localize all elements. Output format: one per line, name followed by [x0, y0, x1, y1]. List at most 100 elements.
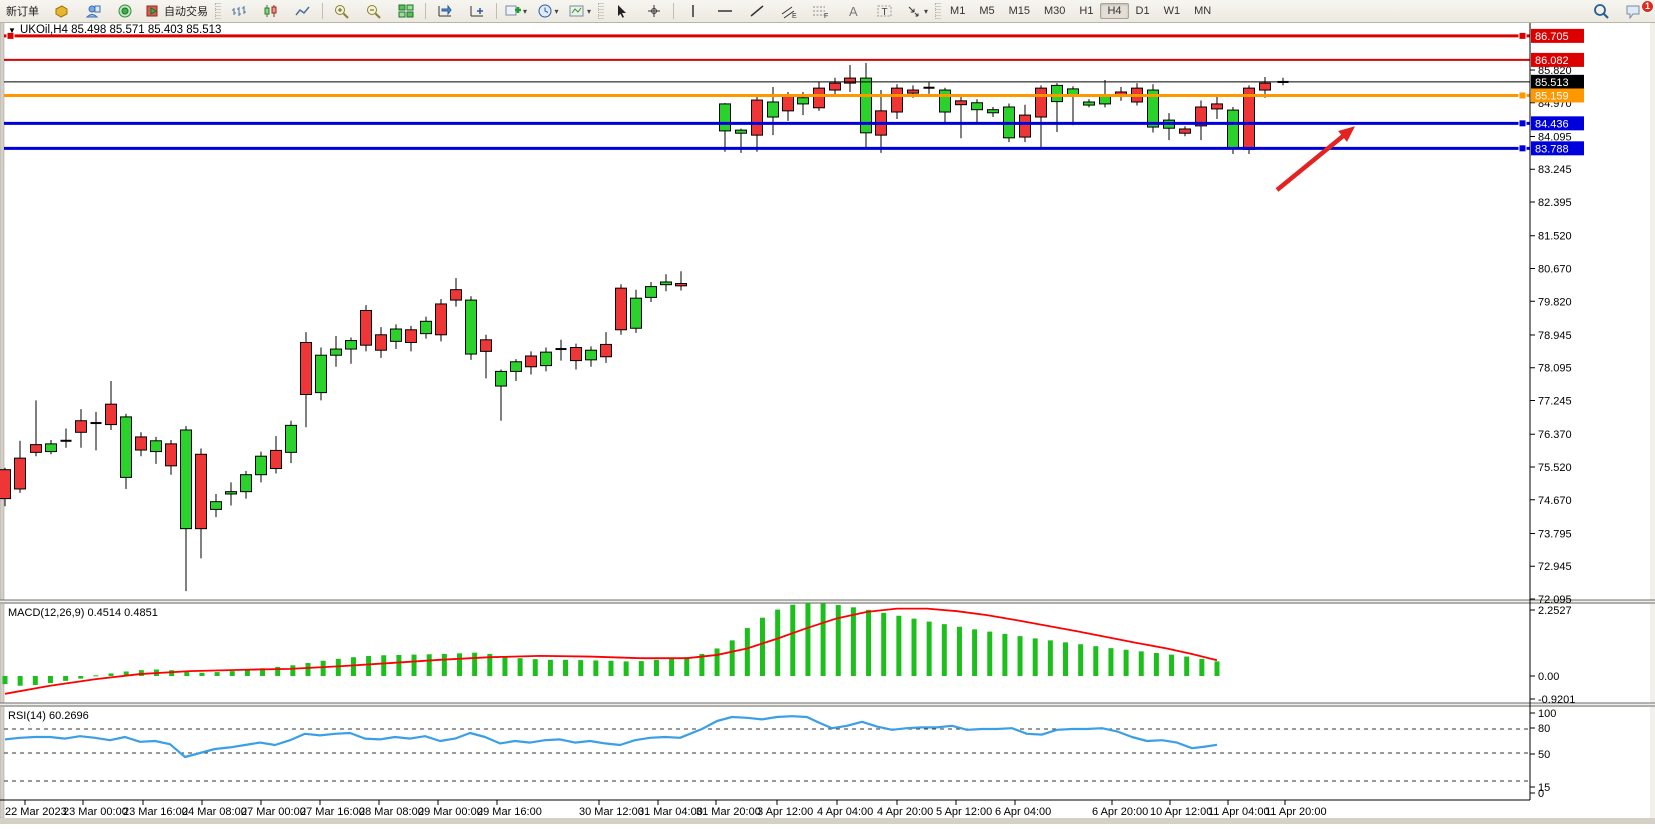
candle-bearish[interactable] — [165, 443, 177, 467]
candle-bullish[interactable] — [495, 370, 507, 387]
toolbar-grip[interactable] — [935, 3, 942, 19]
signals-icon[interactable] — [110, 0, 140, 22]
candle-bearish[interactable] — [782, 95, 794, 112]
candle-bullish[interactable] — [1083, 101, 1095, 106]
indicators-dropdown-icon[interactable]: ▾ — [587, 6, 592, 16]
candle-bearish[interactable] — [844, 77, 856, 84]
candle-bullish[interactable] — [767, 101, 779, 118]
candle-bearish[interactable] — [375, 334, 387, 351]
candle-bullish[interactable] — [660, 281, 672, 286]
text-label-tool-icon[interactable]: T — [870, 0, 900, 22]
candle-bearish[interactable] — [1243, 87, 1255, 150]
candle-bearish[interactable] — [450, 289, 462, 301]
candle-bearish[interactable] — [1259, 82, 1271, 91]
candle-bearish[interactable] — [14, 457, 26, 490]
candle-bullish[interactable] — [210, 501, 222, 510]
candle-bullish[interactable] — [180, 429, 192, 530]
chart-shift-icon[interactable] — [462, 0, 492, 22]
timeframe-button-m5[interactable]: M5 — [979, 5, 995, 17]
candle-bullish[interactable] — [390, 328, 402, 342]
line-handle[interactable] — [1518, 119, 1527, 128]
candle-bullish[interactable] — [315, 354, 327, 394]
candle-bearish[interactable] — [1019, 114, 1031, 138]
notifications-icon[interactable]: 1 — [1618, 0, 1654, 22]
candle-bearish[interactable] — [570, 347, 582, 362]
zoom-in-icon[interactable] — [327, 0, 357, 22]
candle-bearish[interactable] — [525, 355, 537, 368]
candle-bullish[interactable] — [797, 97, 809, 105]
timeframe-button-m1[interactable]: M1 — [950, 5, 966, 17]
timeframe-button-m15[interactable]: M15 — [1008, 5, 1031, 17]
new-order-button[interactable]: 新订单 — [6, 6, 39, 18]
line-handle[interactable] — [1518, 91, 1527, 100]
candle-bullish[interactable] — [45, 443, 57, 453]
candle-bullish[interactable] — [285, 424, 297, 453]
candle-bearish[interactable] — [405, 329, 417, 343]
candle-bullish[interactable] — [120, 416, 132, 478]
candle-bearish[interactable] — [270, 449, 282, 470]
candle-bullish[interactable] — [345, 340, 357, 350]
candle-bearish[interactable] — [435, 303, 447, 336]
candle-bearish[interactable] — [1195, 106, 1207, 127]
line-handle[interactable] — [1518, 144, 1527, 153]
candle-bullish[interactable] — [1227, 109, 1239, 149]
candle-bullish[interactable] — [860, 77, 872, 134]
candle-bearish[interactable] — [300, 341, 312, 396]
candle-bearish[interactable] — [907, 89, 919, 94]
cursor-tool-icon[interactable] — [607, 0, 637, 22]
candle-bullish[interactable] — [225, 491, 237, 495]
candle-bullish[interactable] — [735, 129, 747, 134]
candle-bearish[interactable] — [1035, 87, 1047, 118]
candle-bullish[interactable] — [330, 348, 342, 356]
auto-scroll-icon[interactable] — [430, 0, 460, 22]
candle-doji[interactable] — [923, 86, 935, 89]
arrows-dropdown-icon[interactable]: ▾ — [924, 6, 929, 16]
candlestick-mode-icon[interactable] — [256, 0, 286, 22]
order-ticket-icon[interactable] — [46, 0, 76, 22]
candle-doji[interactable] — [60, 439, 72, 442]
chart-window[interactable]: 85.820 84.970 84.095 83.245 82.395 81.520 80.6… — [0, 21, 1655, 824]
candle-bullish[interactable] — [585, 349, 597, 361]
candle-bullish[interactable] — [939, 89, 951, 113]
crosshair-tool-icon[interactable] — [639, 0, 669, 22]
timeframe-button-m30[interactable]: M30 — [1044, 5, 1066, 17]
candle-bearish[interactable] — [751, 99, 763, 136]
line-chart-mode-icon[interactable] — [288, 0, 318, 22]
candle-bearish[interactable] — [1211, 103, 1223, 110]
channel-tool-icon[interactable]: E — [774, 0, 804, 22]
candle-bullish[interactable] — [1051, 84, 1063, 103]
arrow-annotation[interactable] — [1275, 130, 1350, 192]
vertical-line-tool-icon[interactable] — [678, 0, 708, 22]
candle-doji[interactable] — [90, 422, 102, 425]
new-chart-icon[interactable]: ▾ — [501, 0, 531, 22]
timeframe-button-h1[interactable]: H1 — [1079, 5, 1094, 17]
candle-bullish[interactable] — [719, 103, 731, 132]
horizontal-line-tool-icon[interactable] — [710, 0, 740, 22]
bar-chart-mode-icon[interactable] — [224, 0, 254, 22]
text-tool-icon[interactable]: A — [838, 0, 868, 22]
candle-bearish[interactable] — [600, 343, 612, 358]
candle-doji[interactable] — [555, 348, 567, 351]
timeframe-button-w1[interactable]: W1 — [1163, 5, 1181, 17]
candle-bullish[interactable] — [150, 440, 162, 453]
candle-bearish[interactable] — [675, 283, 687, 287]
candle-bearish[interactable] — [813, 87, 825, 109]
candle-bearish[interactable] — [30, 444, 42, 453]
candle-bullish[interactable] — [1147, 89, 1159, 128]
candle-bearish[interactable] — [891, 87, 903, 113]
candle-bullish[interactable] — [987, 109, 999, 114]
price-chart-canvas[interactable]: 85.82084.97084.09583.24582.39581.52080.6… — [0, 21, 1655, 824]
zoom-out-icon[interactable] — [359, 0, 389, 22]
candle-bullish[interactable] — [420, 320, 432, 335]
candle-bearish[interactable] — [829, 82, 841, 91]
candle-bullish[interactable] — [540, 351, 552, 367]
candle-bearish[interactable] — [1179, 128, 1191, 134]
trendline-tool-icon[interactable] — [742, 0, 772, 22]
new-chart-dropdown-icon[interactable]: ▾ — [523, 6, 528, 16]
panel-splitter[interactable] — [0, 600, 1655, 604]
timeframe-button-h4[interactable]: H4 — [1100, 3, 1129, 19]
fibonacci-tool-icon[interactable]: F — [806, 0, 836, 22]
timeframe-button-mn[interactable]: MN — [1194, 5, 1212, 17]
line-handle[interactable] — [6, 31, 15, 40]
panel-splitter[interactable] — [0, 703, 1655, 707]
